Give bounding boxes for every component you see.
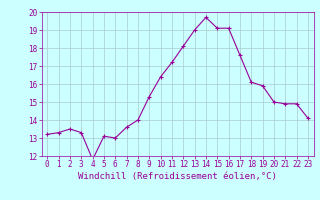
X-axis label: Windchill (Refroidissement éolien,°C): Windchill (Refroidissement éolien,°C) [78, 172, 277, 181]
